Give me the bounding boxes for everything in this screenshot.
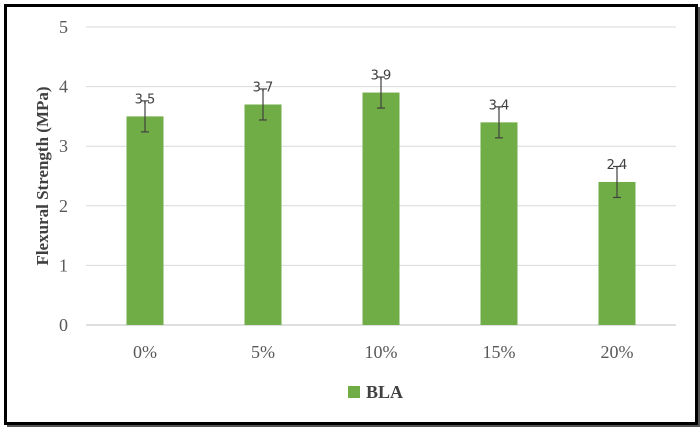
error-bar (495, 106, 503, 139)
y-tick-label: 4 (59, 77, 68, 97)
bar (598, 181, 636, 325)
bar (244, 104, 282, 325)
error-bar (377, 76, 385, 109)
y-tick-label: 0 (59, 315, 68, 335)
y-tick-label: 1 (59, 255, 68, 275)
y-axis-label: Flexural Strength (MPa) (33, 86, 52, 265)
error-bars (141, 76, 621, 199)
error-bar (259, 88, 267, 121)
x-tick-label: 0% (133, 342, 157, 362)
y-tick-label: 3 (59, 136, 68, 156)
error-bar (141, 100, 149, 133)
bars (126, 92, 636, 326)
chart-frame (4, 4, 698, 425)
data-label: 3.5 (135, 92, 156, 107)
data-label: 3.7 (253, 80, 274, 95)
x-tick-label: 5% (251, 342, 275, 362)
data-labels: 3.5 3.7 3.9 3.4 2.4 (135, 69, 628, 173)
data-label: 3.9 (371, 69, 392, 84)
x-tick-label: 10% (365, 342, 398, 362)
error-bar (613, 165, 621, 199)
y-tick-label: 2 (59, 196, 68, 216)
x-tick-label: 15% (483, 342, 516, 362)
y-tick-label: 5 (59, 17, 68, 37)
data-label: 3.4 (489, 98, 510, 113)
legend-label: BLA (366, 382, 403, 402)
bar (126, 116, 164, 326)
bar (480, 122, 518, 325)
x-axis-ticks: 0% 5% 10% 15% 20% (133, 342, 634, 362)
legend: BLA (348, 382, 403, 402)
data-label: 2.4 (607, 158, 628, 173)
y-axis-ticks: 0 1 2 3 4 5 (59, 17, 68, 335)
legend-swatch (348, 386, 360, 398)
x-tick-label: 20% (601, 342, 634, 362)
bar (362, 92, 400, 325)
